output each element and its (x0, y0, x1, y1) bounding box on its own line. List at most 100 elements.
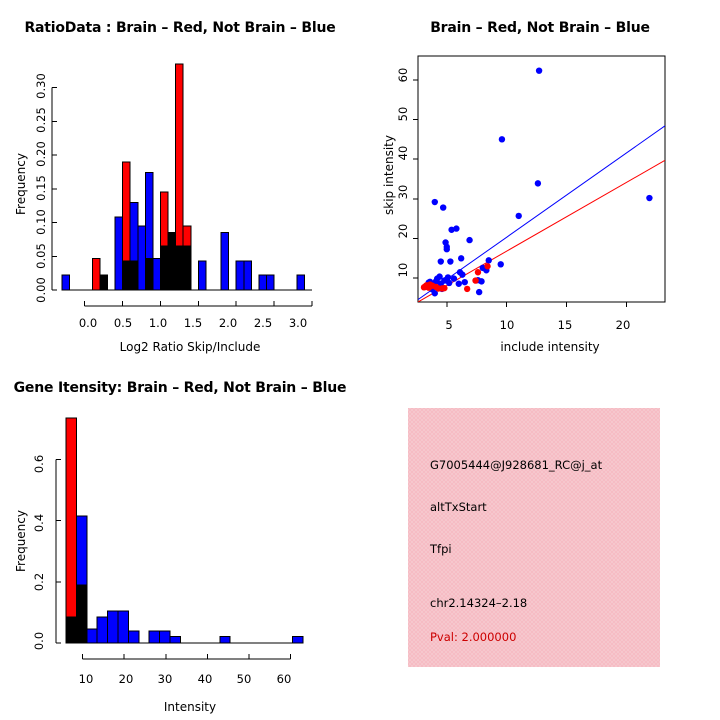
histogram-bar (91, 257, 101, 291)
histogram-bar (296, 274, 305, 291)
ratio-y-axis (51, 87, 57, 291)
histogram-bar (127, 630, 140, 644)
gene-xtick-0: 10 (78, 672, 94, 686)
histogram-bar (137, 225, 146, 291)
scatter-y-axis (413, 79, 418, 279)
ratio-xtick-0: 0.0 (78, 316, 98, 330)
scatter-point (431, 290, 438, 297)
scatter-point (453, 225, 460, 232)
ratio-histogram-panel: RatioData : Brain – Red, Not Brain – Blu… (0, 0, 360, 360)
histogram-bar (61, 274, 71, 291)
ratio-histogram-x-axis-title: Log2 Ratio Skip/Include (119, 340, 261, 354)
histogram-bar (159, 630, 171, 644)
ratio-histogram-plot-area (51, 63, 313, 307)
scatter-xtick-0: 5 (445, 318, 453, 332)
gene-xtick-5: 60 (276, 672, 292, 686)
scatter-point (437, 258, 444, 265)
scatter-point (455, 280, 462, 287)
intensity-scatter-x-axis-title: include intensity (500, 340, 600, 354)
scatter-point (443, 246, 450, 253)
ratio-x-axis (84, 301, 313, 307)
gene-symbol-label: Tfpi (430, 542, 452, 556)
gene-intensity-title: Gene Itensity: Brain – Red, Not Brain – … (13, 380, 347, 396)
gene-y-axis (55, 458, 61, 644)
histogram-bar (169, 635, 181, 644)
gene-xtick-3: 40 (197, 672, 213, 686)
scatter-point (459, 271, 466, 278)
gene-intensity-histogram-panel: Gene Itensity: Brain – Red, Not Brain – … (0, 360, 360, 720)
trend-line-brain-fit (418, 159, 665, 302)
gene-xtick-4: 50 (236, 672, 252, 686)
scatter-point (445, 279, 453, 287)
histogram-bar (122, 161, 131, 291)
scatter-point (457, 255, 465, 262)
histogram-bar (197, 260, 207, 291)
histogram-bar (152, 257, 161, 291)
gene-bars-not-brain (65, 515, 304, 644)
scatter-point (498, 136, 506, 143)
scatter-point (435, 285, 442, 292)
histogram-bar (235, 260, 245, 291)
trend-line-not-brain-fit (418, 125, 665, 301)
gene-x-axis (82, 654, 292, 660)
scatter-point (484, 263, 491, 270)
scatter-content (418, 67, 665, 302)
scatter-point (475, 288, 483, 296)
ratio-xtick-1: 0.5 (113, 316, 133, 330)
intensity-scatter-title: Brain – Red, Not Brain – Blue (430, 20, 650, 36)
histogram-bar (86, 628, 98, 644)
scatter-points-not-brain (421, 67, 653, 297)
ratio-xtick-5: 2.5 (253, 316, 273, 330)
scatter-point (447, 258, 454, 265)
scatter-point (478, 278, 485, 285)
histogram-bar (182, 225, 192, 291)
histogram-bar (220, 232, 230, 291)
pval-label: Pval: 2.000000 (430, 630, 517, 644)
scatter-point (463, 285, 471, 293)
histogram-bar (258, 274, 268, 291)
histogram-bar (75, 584, 88, 644)
ratio-xtick-4: 2.0 (218, 316, 238, 330)
gene-xtick-1: 20 (118, 672, 134, 686)
histogram-bar (144, 257, 154, 291)
gene-intensity-x-axis-title: Intensity (163, 700, 217, 714)
gene-info-panel: G7005444@J928681_RC@j_at altTxStart Tfpi… (360, 360, 720, 720)
histogram-bar (292, 635, 304, 644)
histogram-bar (129, 260, 139, 291)
scatter-point (461, 278, 468, 286)
scatter-frame (417, 55, 666, 303)
ratio-xtick-6: 3.0 (288, 316, 308, 330)
scatter-point (431, 198, 438, 206)
locus-label: chr2.14324–2.18 (430, 596, 528, 610)
scatter-xtick-1: 10 (499, 318, 515, 332)
intensity-scatter-plot-area (413, 55, 666, 307)
ratio-bars-brain (91, 63, 192, 291)
ratio-xtick-3: 1.5 (183, 316, 203, 330)
scatter-point (646, 194, 653, 202)
histogram-bar (96, 616, 109, 644)
scatter-points-brain (420, 263, 491, 293)
histogram-bar (159, 191, 169, 291)
ratio-xtick-2: 1.0 (148, 316, 168, 330)
gene-intensity-plot-area (55, 417, 304, 660)
histogram-bar (266, 274, 275, 291)
scatter-point (466, 236, 473, 244)
gene-info-box: G7005444@J928681_RC@j_at altTxStart Tfpi… (408, 408, 660, 667)
histogram-bar (114, 216, 124, 291)
scatter-point (485, 257, 492, 264)
scatter-point (439, 204, 447, 211)
scatter-point (535, 67, 543, 74)
event-type-label: altTxStart (430, 500, 487, 514)
histogram-bar (167, 232, 177, 291)
scatter-x-axis (446, 302, 628, 307)
histogram-bar (99, 274, 108, 291)
scatter-xtick-3: 20 (615, 318, 631, 332)
scatter-point (515, 212, 522, 220)
histogram-bar (219, 635, 231, 644)
scatter-xtick-2: 15 (557, 318, 573, 332)
histogram-bar (243, 260, 252, 291)
gene-bars-brain (65, 417, 88, 644)
probe-id-label: G7005444@J928681_RC@j_at (430, 458, 603, 472)
histogram-bar (148, 630, 161, 644)
